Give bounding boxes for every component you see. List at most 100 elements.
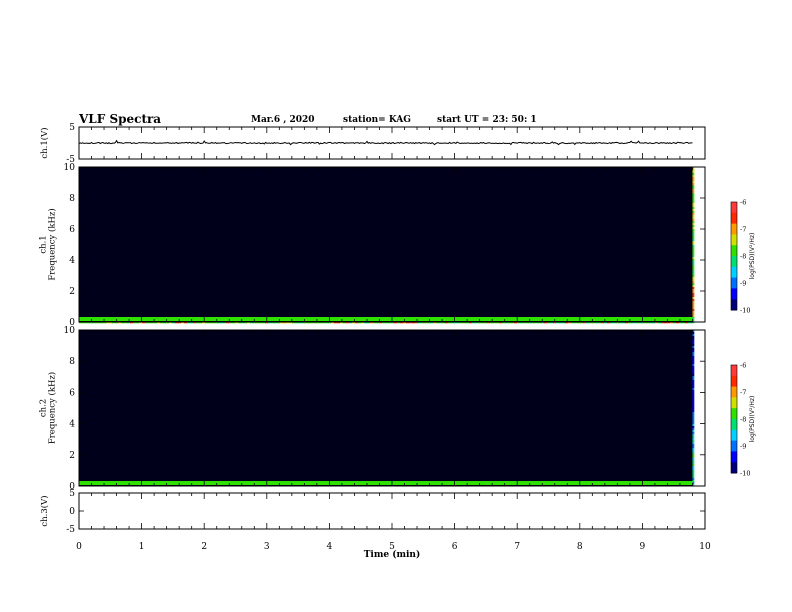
x-tick-label: 0 bbox=[76, 542, 82, 552]
ch2-spectrogram-colorbar-cell bbox=[731, 444, 737, 447]
ch1-spectrogram-colorbar-cell bbox=[731, 265, 737, 268]
ch2-spectrogram-colorbar-cell bbox=[731, 384, 737, 388]
ch1-spectrogram-colorbar-cell bbox=[731, 230, 737, 234]
ch2-spectrogram-colorbar-cell bbox=[731, 428, 737, 431]
ch2-spectrogram-colorbar-cell bbox=[731, 442, 737, 445]
ch2-spectrogram-colorbar-cell bbox=[731, 402, 737, 406]
ch1-spectrogram-colorbar bbox=[730, 201, 738, 311]
ch2-spectrogram-colorbar-cell bbox=[731, 395, 737, 398]
ch1-spectrogram-y-tick-label: 4 bbox=[69, 256, 75, 266]
ch3-voltage-y-tick-label: 5 bbox=[69, 489, 75, 499]
ch1-spectrogram-colorbar-cell bbox=[731, 212, 737, 216]
ch2-spectrogram-background bbox=[79, 330, 693, 486]
ch2-spectrogram-colorbar-cell bbox=[731, 449, 737, 452]
ch2-spectrogram-colorbar-cell bbox=[731, 467, 737, 470]
ch1-spectrogram-lowfreq-band bbox=[79, 317, 693, 321]
ch2-spectrogram-colorbar-cell bbox=[731, 379, 737, 382]
ch1-voltage-ylabel: ch.1(V) bbox=[39, 127, 50, 158]
ch1-spectrogram-y-tick-label: 10 bbox=[64, 163, 76, 173]
ch2-spectrogram-colorbar-cell bbox=[731, 446, 737, 449]
ch1-spectrogram-colorbar-cell bbox=[731, 263, 737, 266]
ch1-spectrogram-colorbar-cell bbox=[731, 221, 737, 225]
ch2-spectrogram-colorbar-cell bbox=[731, 377, 737, 380]
ch2-spectrogram-colorbar-tick-label: -10 bbox=[740, 470, 750, 478]
ch1-spectrogram-colorbar-cell bbox=[731, 205, 737, 208]
ch2-spectrogram-colorbar-cell bbox=[731, 456, 737, 460]
ch2-spectrogram-colorbar-cell bbox=[731, 422, 737, 425]
ch1-spectrogram-colorbar-cell bbox=[731, 301, 737, 304]
ch2-spectrogram-colorbar-tick-label: -8 bbox=[740, 416, 746, 424]
ch2-spectrogram-colorbar-cell bbox=[731, 397, 737, 400]
ch1-spectrogram-colorbar-cell bbox=[731, 283, 737, 286]
ch1-spectrogram-colorbar-tick-label: -10 bbox=[740, 307, 750, 315]
date-label: Mar.6 , 2020 bbox=[251, 115, 315, 125]
ch1-spectrogram-colorbar-cell bbox=[731, 288, 737, 291]
ch1-voltage-y-tick-label: 5 bbox=[69, 123, 75, 133]
ch1-spectrogram-colorbar-tick-label: -9 bbox=[740, 280, 746, 288]
x-tick-label: 9 bbox=[640, 542, 646, 552]
ch2-spectrogram-y-tick-label: 10 bbox=[64, 326, 76, 336]
ch2-spectrogram-colorbar-cell bbox=[731, 426, 737, 429]
ch2-spectrogram-colorbar-cell bbox=[731, 374, 737, 377]
ch1-spectrogram-colorbar-cell bbox=[731, 252, 737, 255]
ch1-spectrogram-colorbar-cell bbox=[731, 214, 737, 217]
ch2-spectrogram-colorbar-cell bbox=[731, 438, 737, 442]
ch1-spectrogram-colorbar-cell bbox=[731, 239, 737, 243]
ch2-spectrogram-colorbar-cell bbox=[731, 462, 737, 465]
ch2-spectrogram-colorbar-cell bbox=[731, 455, 737, 458]
ch1-spectrogram-colorbar-cell bbox=[731, 247, 737, 250]
ch1-spectrogram-colorbar-cell bbox=[731, 304, 737, 307]
ch2-spectrogram-colorbar-cell bbox=[731, 464, 737, 467]
ch2-spectrogram-colorbar-cell bbox=[731, 420, 737, 424]
ch2-spectrogram-colorbar-cell bbox=[731, 417, 737, 420]
x-tick-label: 10 bbox=[699, 542, 711, 552]
ch2-spectrogram-colorbar-cell bbox=[731, 383, 737, 386]
x-axis-label: Time (min) bbox=[364, 549, 421, 560]
ch2-spectrogram-colorbar-cell bbox=[731, 465, 737, 469]
ch2-spectrogram-colorbar-cell bbox=[731, 435, 737, 438]
ch3-voltage-ylabel: ch.3(V) bbox=[39, 495, 50, 526]
ch2-spectrogram-colorbar-cell bbox=[731, 440, 737, 443]
ch2-spectrogram-lowfreq-band bbox=[79, 481, 693, 485]
ch1-spectrogram-colorbar-cell bbox=[731, 268, 737, 271]
ch2-spectrogram-colorbar-cell bbox=[731, 471, 737, 474]
ch1-spectrogram-colorbar-cell bbox=[731, 245, 737, 248]
ch2-spectrogram-colorbar-cell bbox=[731, 393, 737, 397]
ch1-spectrogram-colorbar-cell bbox=[731, 308, 737, 311]
ch1-spectrogram-colorbar-tick-label: -8 bbox=[740, 253, 746, 261]
ch2-spectrogram-colorbar-cell bbox=[731, 415, 737, 418]
ch2-spectrogram-colorbar-cell bbox=[731, 375, 737, 379]
ch2-spectrogram-colorbar-cell bbox=[731, 469, 737, 472]
ch1-spectrogram-colorbar-cell bbox=[731, 257, 737, 261]
x-tick-label: 7 bbox=[514, 542, 520, 552]
ch2-spectrogram-colorbar-cell bbox=[731, 458, 737, 461]
ch2-spectrogram-colorbar-tick-label: -6 bbox=[740, 362, 746, 370]
ch1-spectrogram-colorbar-cell bbox=[731, 277, 737, 280]
ch2-spectrogram-y-tick-label: 2 bbox=[69, 451, 75, 461]
ch2-spectrogram-colorbar-cell bbox=[731, 388, 737, 391]
start-ut-label: start UT = 23: 50: 1 bbox=[437, 115, 537, 125]
ch2-spectrogram-colorbar bbox=[730, 364, 738, 474]
ch1-spectrogram-colorbar-cell bbox=[731, 254, 737, 257]
ch2-spectrogram-y-tick-label: 0 bbox=[69, 482, 75, 492]
ch2-spectrogram-colorbar-cell bbox=[731, 372, 737, 375]
ch1-spectrogram-colorbar-cell bbox=[731, 270, 737, 273]
ch1-spectrogram-colorbar-cell bbox=[731, 241, 737, 244]
ch1-spectrogram-colorbar-cell bbox=[731, 292, 737, 295]
ch2-spectrogram-colorbar-cell bbox=[731, 390, 737, 393]
x-tick-label: 5 bbox=[389, 542, 395, 552]
ch2-spectrogram-colorbar-cell bbox=[731, 411, 737, 415]
ch1-spectrogram-colorbar-cell bbox=[731, 272, 737, 275]
ch2-spectrogram-colorbar-cell bbox=[731, 386, 737, 389]
ch1-spectrogram-colorbar-cell bbox=[731, 250, 737, 253]
ch1-voltage-trace bbox=[78, 139, 693, 146]
ch1-spectrogram-colorbar-cell bbox=[731, 220, 737, 223]
ch2-spectrogram-colorbar-tick-label: -7 bbox=[740, 389, 746, 397]
ch1-spectrogram-background bbox=[79, 167, 693, 322]
x-tick-label: 8 bbox=[577, 542, 583, 552]
ch1-spectrogram-colorbar-cell bbox=[731, 207, 737, 210]
x-tick-label: 4 bbox=[327, 542, 333, 552]
ch1-spectrogram-colorbar-cell bbox=[731, 281, 737, 284]
ch2-spectrogram-colorbar-cell bbox=[731, 401, 737, 404]
ch1-spectrogram-y-tick-label: 2 bbox=[69, 287, 75, 297]
